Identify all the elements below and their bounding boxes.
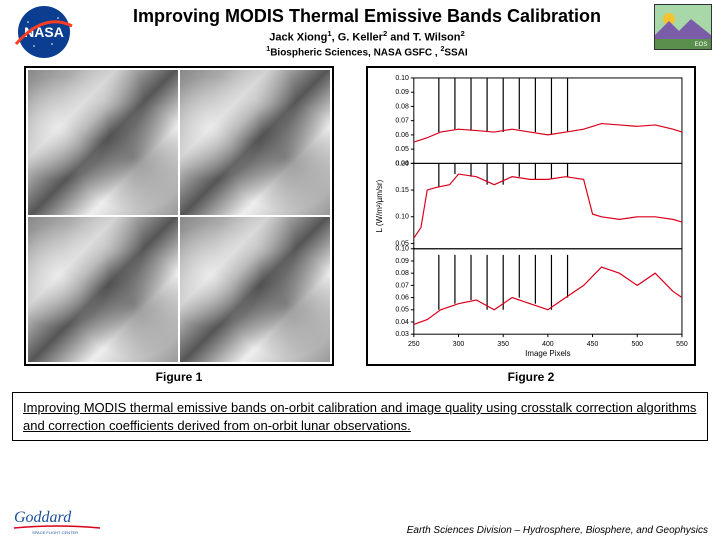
svg-text:0.06: 0.06 (395, 295, 409, 302)
figure-2-caption: Figure 2 (366, 370, 696, 384)
page-title: Improving MODIS Thermal Emissive Bands C… (88, 6, 646, 27)
svg-text:400: 400 (542, 341, 554, 348)
svg-text:0.09: 0.09 (395, 258, 409, 265)
header: NASA Improving MODIS Thermal Emissive Ba… (0, 0, 720, 60)
svg-text:L (W/m²/µm/sr): L (W/m²/µm/sr) (375, 179, 384, 232)
figure-captions: Figure 1 Figure 2 (0, 366, 720, 390)
svg-text:0.08: 0.08 (395, 270, 409, 277)
svg-text:0.06: 0.06 (395, 132, 409, 139)
svg-text:0.03: 0.03 (395, 331, 409, 338)
figure-1-caption: Figure 1 (24, 370, 334, 384)
affiliations: 1Biospheric Sciences, NASA GSFC , 2SSAI (88, 46, 646, 58)
svg-text:0.05: 0.05 (395, 146, 409, 153)
svg-text:0.10: 0.10 (395, 75, 409, 82)
svg-text:EOS: EOS (695, 42, 708, 48)
footer: Goddard SPACE FLIGHT CENTER Earth Scienc… (0, 506, 720, 536)
authors: Jack Xiong1, G. Keller2 and T. Wilson2 (88, 29, 646, 44)
figures-row: L (W/m²/µm/sr) 0.04 0.05 0.06 0.07 0.08 0.09 0.… (0, 60, 720, 366)
sat-image-tile (28, 70, 178, 215)
nasa-logo: NASA (8, 4, 80, 60)
description-box: Improving MODIS thermal emissive bands o… (12, 392, 708, 441)
svg-text:0.05: 0.05 (395, 307, 409, 314)
figure-1-panel (24, 66, 334, 366)
svg-text:350: 350 (497, 341, 509, 348)
svg-text:0.09: 0.09 (395, 89, 409, 96)
svg-text:0.04: 0.04 (395, 319, 409, 326)
svg-text:0.20: 0.20 (395, 160, 409, 167)
svg-text:Goddard: Goddard (14, 509, 72, 526)
title-block: Improving MODIS Thermal Emissive Bands C… (88, 4, 646, 60)
svg-text:0.08: 0.08 (395, 103, 409, 110)
svg-text:0.10: 0.10 (395, 246, 409, 253)
radiance-chart: L (W/m²/µm/sr) 0.04 0.05 0.06 0.07 0.08 0.09 0.… (372, 72, 690, 360)
svg-text:Image Pixels: Image Pixels (525, 349, 570, 358)
svg-text:0.07: 0.07 (395, 118, 409, 125)
svg-text:550: 550 (676, 341, 688, 348)
svg-text:SPACE FLIGHT CENTER: SPACE FLIGHT CENTER (32, 530, 78, 535)
svg-text:450: 450 (587, 341, 599, 348)
svg-text:500: 500 (631, 341, 643, 348)
figure-2-panel: L (W/m²/µm/sr) 0.04 0.05 0.06 0.07 0.08 0.09 0.… (366, 66, 696, 366)
svg-text:0.07: 0.07 (395, 282, 409, 289)
svg-text:0.10: 0.10 (395, 214, 409, 221)
eos-logo: EOS (654, 4, 712, 50)
sat-image-tile (180, 217, 330, 362)
goddard-logo: Goddard SPACE FLIGHT CENTER (12, 506, 102, 536)
svg-text:0.15: 0.15 (395, 187, 409, 194)
sat-image-tile (28, 217, 178, 362)
svg-text:300: 300 (453, 341, 465, 348)
sat-image-tile (180, 70, 330, 215)
footer-division-text: Earth Sciences Division – Hydrosphere, B… (407, 525, 708, 536)
svg-text:250: 250 (408, 341, 420, 348)
